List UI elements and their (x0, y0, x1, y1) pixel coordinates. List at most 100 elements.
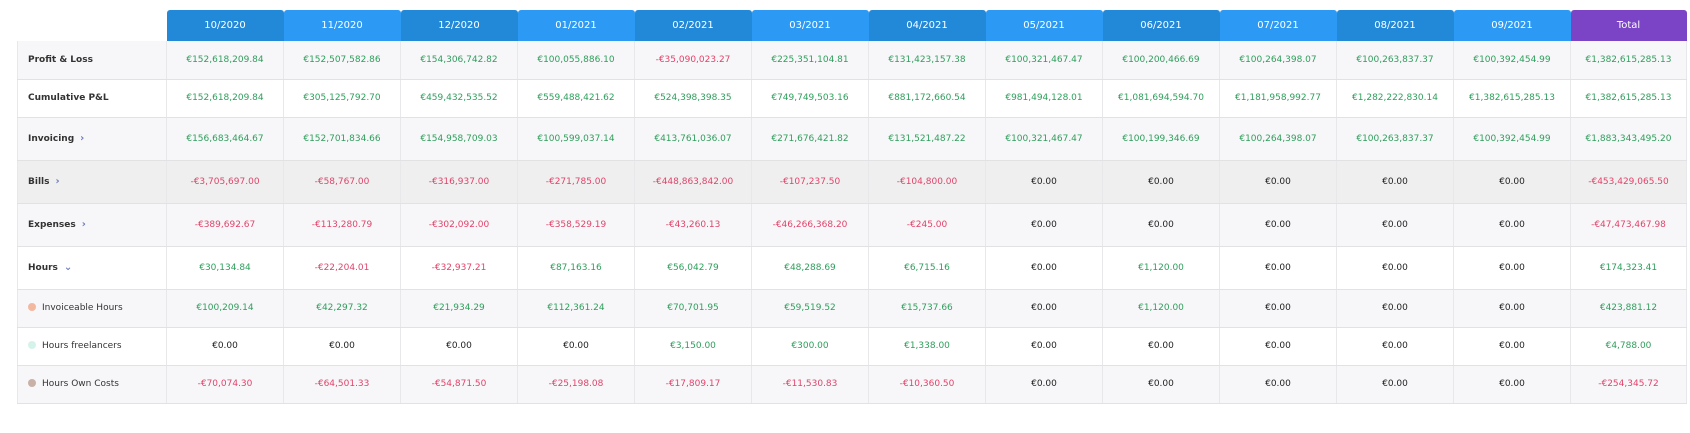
value-cell: €749,749,503.16 (751, 79, 869, 118)
value-cell: €100,321,467.47 (985, 41, 1103, 80)
table-row[interactable]: Invoicing › €156,683,464.67 €152,701,834.66… (17, 117, 1687, 161)
value-cell: €413,761,036.07 (634, 117, 752, 161)
value-cell: €0.00 (1453, 289, 1571, 328)
header-row: 10/2020 11/2020 12/2020 01/2021 02/2021 03/20… (18, 10, 1687, 41)
value-cell: €154,306,742.82 (400, 41, 518, 80)
total-cell: €4,788.00 (1570, 327, 1687, 366)
value-cell: €0.00 (517, 327, 635, 366)
pl-table: 10/2020 11/2020 12/2020 01/2021 02/2021 03/20… (17, 10, 1687, 404)
value-cell: €0.00 (1453, 246, 1571, 290)
value-cell: €15,737.66 (868, 289, 986, 328)
value-cell: €42,297.32 (283, 289, 401, 328)
value-cell: €152,618,209.84 (166, 41, 284, 80)
row-label-cell: Hours ⌄ (17, 246, 167, 290)
value-cell: €0.00 (985, 203, 1103, 247)
month-header[interactable]: 10/2020 (166, 10, 284, 41)
value-cell: -€22,204.01 (283, 246, 401, 290)
value-cell: €0.00 (1336, 160, 1454, 204)
table-row[interactable]: Hours ⌄ €30,134.84 -€22,204.01 -€32,937.21 €8… (17, 246, 1687, 290)
value-cell: €0.00 (985, 160, 1103, 204)
value-cell: €48,288.69 (751, 246, 869, 290)
value-cell: €0.00 (985, 246, 1103, 290)
value-cell: -€46,266,368.20 (751, 203, 869, 247)
value-cell: €305,125,792.70 (283, 79, 401, 118)
value-cell: €87,163.16 (517, 246, 635, 290)
month-header[interactable]: 04/2021 (868, 10, 986, 41)
value-cell: -€448,863,842.00 (634, 160, 752, 204)
value-cell: €1,120.00 (1102, 246, 1220, 290)
legend-dot-icon (28, 341, 36, 349)
month-header[interactable]: 01/2021 (517, 10, 635, 41)
value-cell: €1,282,222,830.14 (1336, 79, 1454, 118)
value-cell: €0.00 (1102, 365, 1220, 404)
value-cell: -€245.00 (868, 203, 986, 247)
value-cell: €3,150.00 (634, 327, 752, 366)
value-cell: €100,392,454.99 (1453, 41, 1571, 80)
month-header[interactable]: 09/2021 (1453, 10, 1571, 41)
value-cell: €0.00 (1219, 203, 1337, 247)
value-cell: €0.00 (1453, 203, 1571, 247)
value-cell: €100,264,398.07 (1219, 41, 1337, 80)
value-cell: €524,398,398.35 (634, 79, 752, 118)
value-cell: €0.00 (985, 289, 1103, 328)
value-cell: €59,519.52 (751, 289, 869, 328)
value-cell: €30,134.84 (166, 246, 284, 290)
value-cell: €0.00 (1336, 289, 1454, 328)
row-label-cell: Invoiceable Hours (17, 289, 167, 328)
value-cell: €0.00 (985, 365, 1103, 404)
value-cell: -€316,937.00 (400, 160, 518, 204)
value-cell: €1,181,958,992.77 (1219, 79, 1337, 118)
row-label-cell: Profit & Loss (17, 41, 167, 80)
row-label: Invoiceable Hours (42, 303, 123, 313)
month-header[interactable]: 06/2021 (1102, 10, 1220, 41)
value-cell: €0.00 (1453, 327, 1571, 366)
value-cell: €1,382,615,285.13 (1453, 79, 1571, 118)
value-cell: €100,264,398.07 (1219, 117, 1337, 161)
value-cell: €0.00 (1219, 160, 1337, 204)
value-cell: €0.00 (1102, 160, 1220, 204)
month-header[interactable]: 03/2021 (751, 10, 869, 41)
value-cell: €21,934.29 (400, 289, 518, 328)
chevron-down-icon[interactable]: ⌄ (63, 262, 73, 273)
value-cell: €300.00 (751, 327, 869, 366)
value-cell: €981,494,128.01 (985, 79, 1103, 118)
value-cell: €0.00 (1219, 365, 1337, 404)
month-header[interactable]: 11/2020 (283, 10, 401, 41)
value-cell: -€104,800.00 (868, 160, 986, 204)
month-header[interactable]: 02/2021 (634, 10, 752, 41)
month-header[interactable]: 07/2021 (1219, 10, 1337, 41)
value-cell: -€302,092.00 (400, 203, 518, 247)
value-cell: -€271,785.00 (517, 160, 635, 204)
value-cell: -€3,705,697.00 (166, 160, 284, 204)
value-cell: -€358,529.19 (517, 203, 635, 247)
month-header[interactable]: 12/2020 (400, 10, 518, 41)
chevron-right-icon[interactable]: › (55, 176, 60, 187)
value-cell: -€25,198.08 (517, 365, 635, 404)
row-label-cell: Expenses › (17, 203, 167, 247)
value-cell: €0.00 (166, 327, 284, 366)
chevron-right-icon[interactable]: › (80, 133, 85, 144)
table-row: Hours Own Costs -€70,074.30 -€64,501.33 -€5… (17, 365, 1687, 404)
value-cell: €131,423,157.38 (868, 41, 986, 80)
row-label-cell: Bills › (17, 160, 167, 204)
value-cell: -€11,530.83 (751, 365, 869, 404)
value-cell: €100,321,467.47 (985, 117, 1103, 161)
total-cell: -€254,345.72 (1570, 365, 1687, 404)
total-cell: €174,323.41 (1570, 246, 1687, 290)
table-row[interactable]: Expenses › -€389,692.67 -€113,280.79 -€302,0… (17, 203, 1687, 247)
value-cell: €100,055,886.10 (517, 41, 635, 80)
value-cell: €1,120.00 (1102, 289, 1220, 328)
table-row[interactable]: Bills › -€3,705,697.00 -€58,767.00 -€316,937… (17, 160, 1687, 204)
value-cell: €131,521,487.22 (868, 117, 986, 161)
table-body: Profit & Loss €152,618,209.84 €152,507,582… (17, 41, 1687, 404)
value-cell: -€35,090,023.27 (634, 41, 752, 80)
month-header[interactable]: 08/2021 (1336, 10, 1454, 41)
value-cell: -€32,937.21 (400, 246, 518, 290)
value-cell: €100,199,346.69 (1102, 117, 1220, 161)
chevron-right-icon[interactable]: › (81, 219, 86, 230)
value-cell: -€64,501.33 (283, 365, 401, 404)
value-cell: -€54,871.50 (400, 365, 518, 404)
month-header[interactable]: 05/2021 (985, 10, 1103, 41)
row-label: Bills (28, 177, 50, 187)
